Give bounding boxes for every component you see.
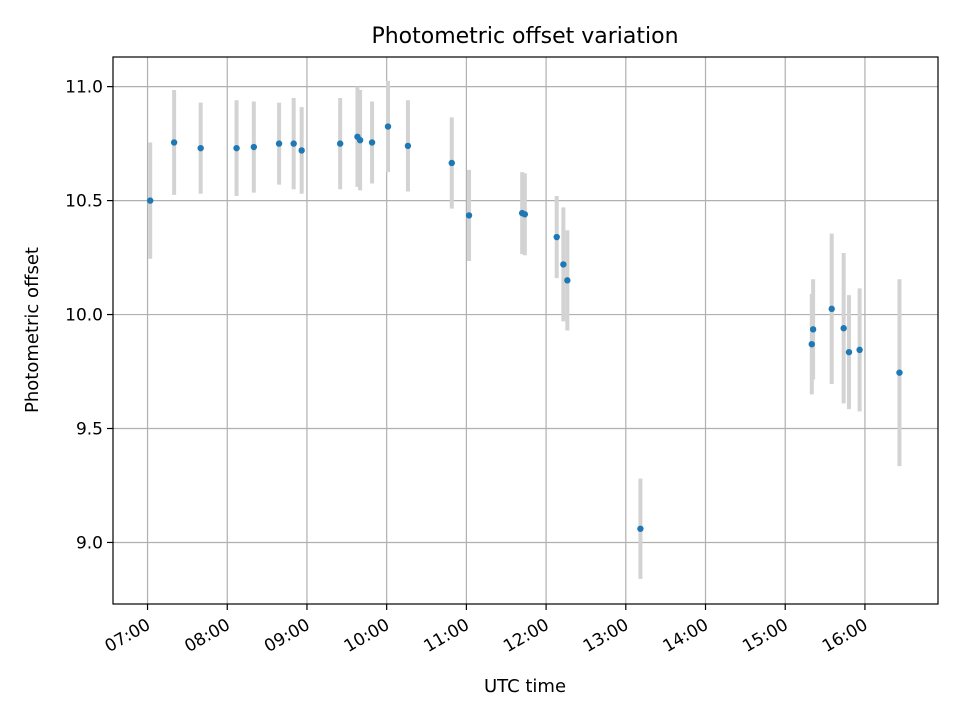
- x-tick-label: 12:00: [500, 615, 552, 657]
- data-point: [448, 159, 455, 167]
- data-point: [856, 346, 863, 354]
- x-tick-label: 13:00: [580, 615, 632, 657]
- x-tick-label: 10:00: [341, 615, 393, 657]
- y-tick-label: 9.0: [76, 533, 103, 553]
- data-point: [356, 136, 364, 144]
- data-point: [197, 144, 204, 152]
- y-axis-ticks: 9.0 9.5 10.0 10.5 11.0: [65, 78, 113, 553]
- x-tick-label: 08:00: [181, 615, 233, 657]
- error-bars: [148, 80, 902, 579]
- data-point: [828, 305, 835, 313]
- data-point: [560, 261, 567, 268]
- y-tick-label: 10.0: [65, 306, 103, 326]
- data-point: [564, 277, 571, 284]
- data-point: [404, 142, 412, 150]
- x-tick-label: 11:00: [420, 615, 472, 657]
- x-axis-label: UTC time: [484, 676, 566, 697]
- x-tick-label: 07:00: [102, 615, 154, 657]
- data-point: [465, 212, 473, 219]
- data-point: [637, 525, 644, 532]
- x-tick-label: 14:00: [660, 615, 712, 657]
- data-point: [275, 140, 283, 147]
- data-point: [553, 233, 560, 241]
- data-point: [170, 139, 178, 146]
- data-point: [521, 211, 529, 218]
- plot-frame: [112, 56, 939, 605]
- data-points: [146, 123, 903, 532]
- data-point: [809, 326, 817, 333]
- data-point: [896, 369, 903, 376]
- chart-title: Photometric offset variation: [371, 24, 678, 49]
- data-point: [298, 147, 305, 154]
- x-tick-label: 15:00: [739, 615, 791, 657]
- data-point: [368, 139, 376, 146]
- data-point: [384, 123, 392, 130]
- data-point: [146, 197, 154, 204]
- data-point: [808, 340, 815, 348]
- x-axis-ticks: 07:00 08:00 09:00 10:00 11:00 12:00 13:00 14:00…: [102, 604, 871, 657]
- data-point: [845, 348, 853, 356]
- x-tick-label: 09:00: [261, 615, 313, 657]
- data-point: [336, 140, 344, 147]
- y-tick-label: 10.5: [65, 192, 103, 212]
- data-point: [233, 144, 240, 152]
- data-point: [840, 325, 847, 332]
- y-tick-label: 9.5: [76, 420, 103, 440]
- y-axis-label: Photometric offset: [22, 247, 43, 413]
- data-point: [250, 143, 258, 151]
- data-point: [290, 140, 297, 147]
- x-tick-label: 16:00: [819, 615, 871, 657]
- y-tick-label: 11.0: [65, 78, 103, 98]
